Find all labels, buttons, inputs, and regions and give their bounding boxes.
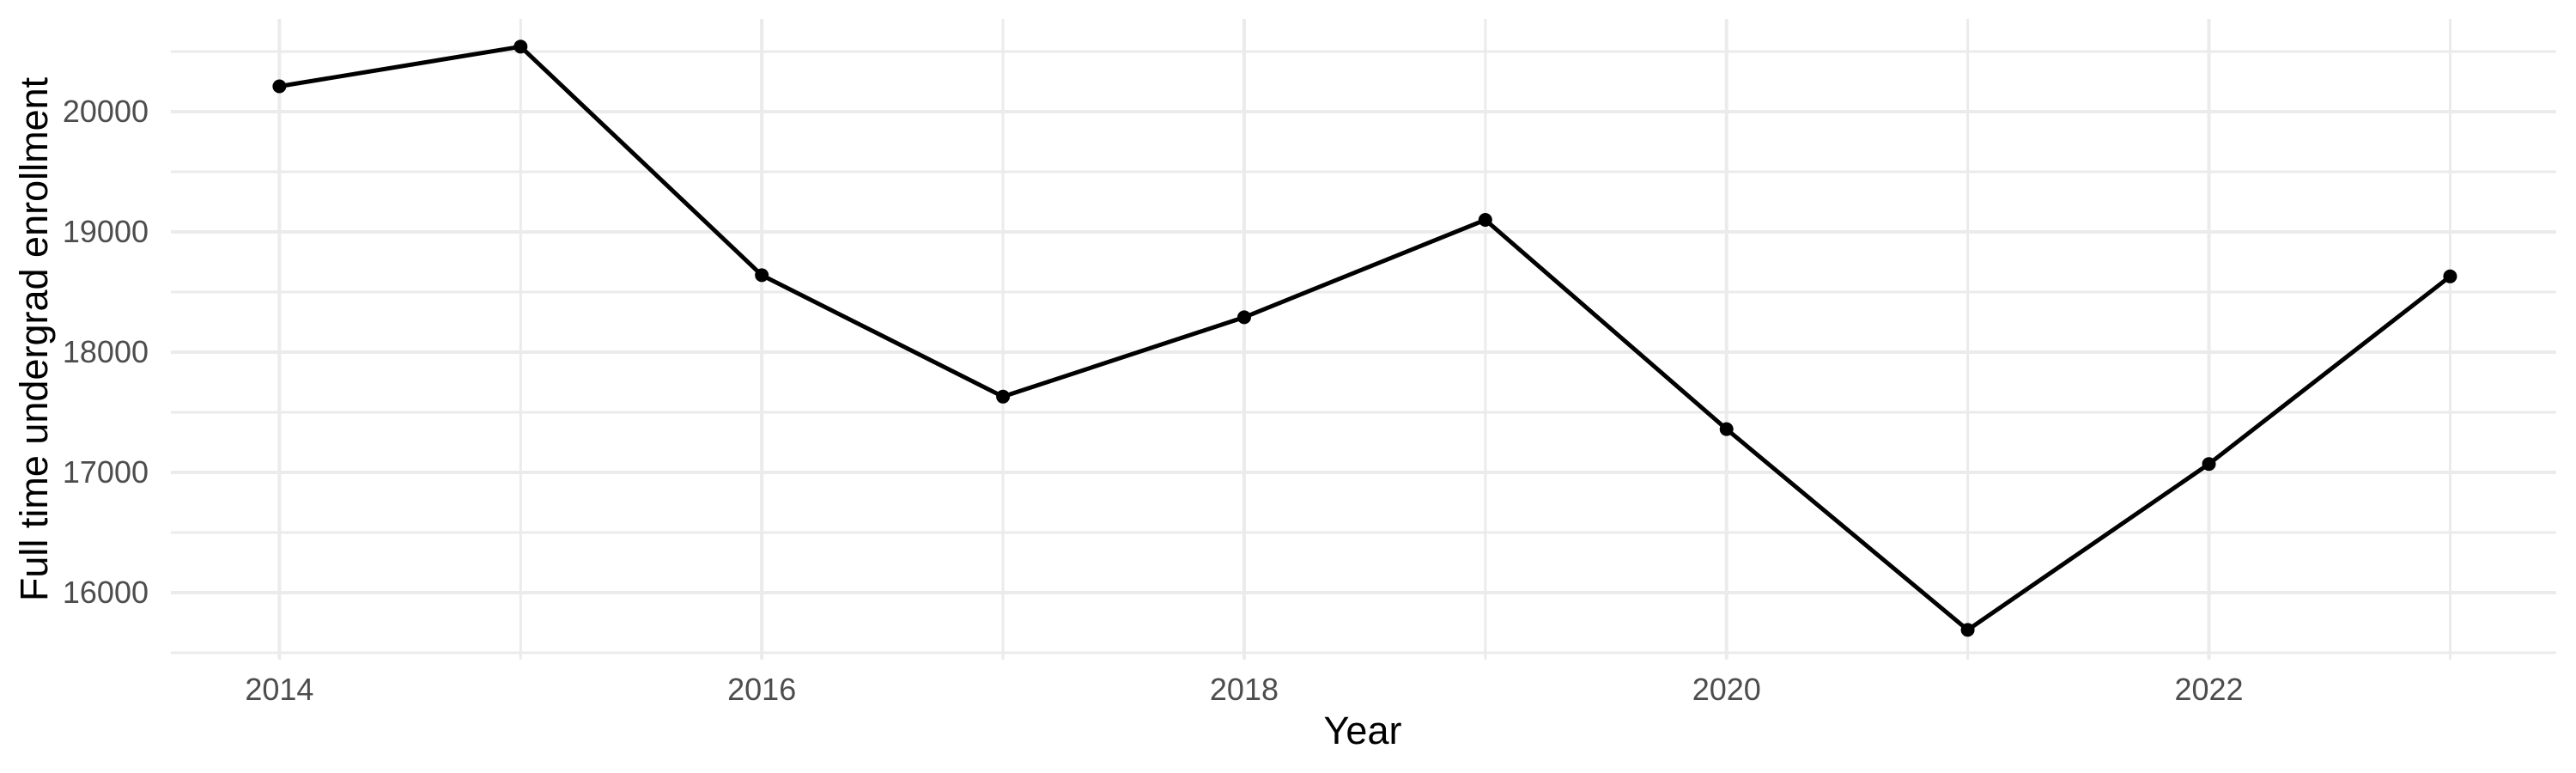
data-point [1960,623,1975,637]
y-tick-label: 16000 [62,575,149,610]
data-point [755,268,769,283]
y-tick-label: 19000 [62,213,149,249]
y-tick-label: 17000 [62,453,149,490]
data-point [272,79,287,94]
x-axis-title: Year [1323,709,1402,752]
data-point [2443,269,2458,283]
x-tick-label: 2014 [245,672,314,707]
x-tick-label: 2020 [1692,672,1761,707]
data-line [278,44,2451,632]
data-point [2202,457,2216,472]
y-tick-label: 18000 [62,333,149,369]
data-point [1478,213,1492,227]
data-point [513,40,528,54]
x-tick-label: 2016 [727,672,797,707]
data-point [1719,422,1734,436]
x-tick-label: 2018 [1209,672,1279,707]
x-tick-label: 2022 [2174,672,2244,707]
y-tick-label: 20000 [62,93,149,129]
y-axis-title: Full time undergrad enrollment [12,76,56,602]
data-point [996,389,1011,404]
data-point [1237,310,1251,325]
